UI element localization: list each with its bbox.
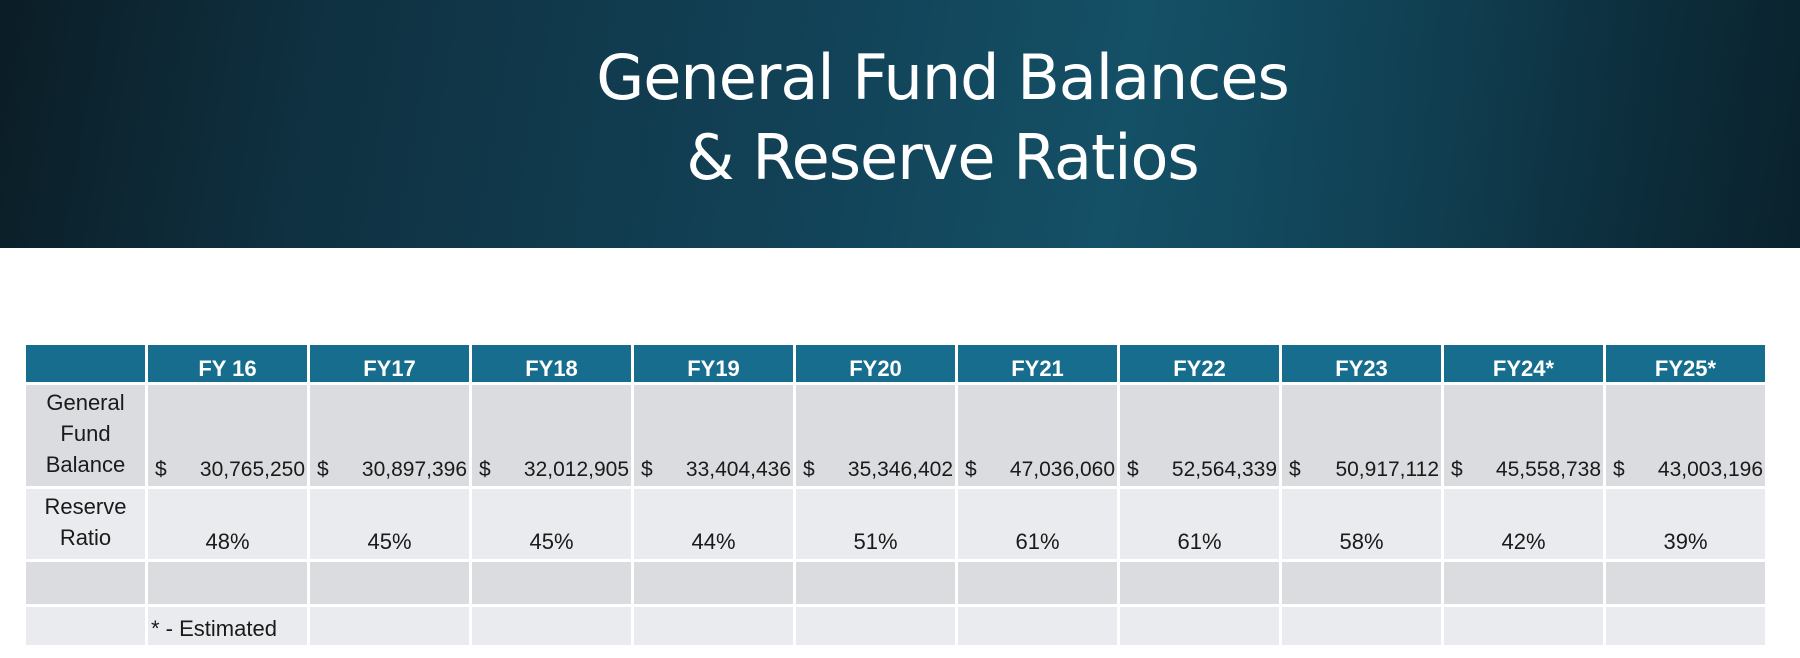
empty-cell (310, 562, 469, 604)
empty-cell (1444, 562, 1603, 604)
ratio-cell: 58% (1282, 489, 1441, 559)
currency-symbol: $ (965, 458, 977, 481)
balance-value: 32,012,905 (523, 458, 629, 481)
column-header: FY17 (310, 345, 469, 382)
balance-value: 45,558,738 (1495, 458, 1601, 481)
currency-symbol: $ (317, 458, 329, 481)
empty-cell (26, 562, 145, 604)
column-header: FY 16 (148, 345, 307, 382)
currency-symbol: $ (803, 458, 815, 481)
balance-cell: $35,346,402 (796, 385, 955, 486)
currency-symbol: $ (1451, 458, 1463, 481)
currency-symbol: $ (641, 458, 653, 481)
balance-cell: $45,558,738 (1444, 385, 1603, 486)
row-label-reserve-ratio: Reserve Ratio (26, 489, 145, 559)
balance-cell: $43,003,196 (1606, 385, 1765, 486)
ratio-cell: 61% (1120, 489, 1279, 559)
empty-cell (1120, 562, 1279, 604)
general-fund-balance-row: General Fund Balance $30,765,250 $30,897… (26, 385, 1765, 486)
currency-symbol: $ (155, 458, 167, 481)
balance-cell: $47,036,060 (958, 385, 1117, 486)
balance-value: 33,404,436 (685, 458, 791, 481)
column-header: FY19 (634, 345, 793, 382)
empty-cell (26, 607, 145, 645)
balance-value: 35,346,402 (847, 458, 953, 481)
slide-title-line-2: & Reserve Ratios (686, 121, 1199, 194)
balance-cell: $32,012,905 (472, 385, 631, 486)
empty-cell (634, 607, 793, 645)
ratio-cell: 45% (310, 489, 469, 559)
empty-cell (1282, 607, 1441, 645)
empty-cell (1282, 562, 1441, 604)
currency-symbol: $ (1613, 458, 1625, 481)
empty-cell (1606, 562, 1765, 604)
empty-cell (310, 607, 469, 645)
column-header: FY25* (1606, 345, 1765, 382)
empty-row (26, 562, 1765, 604)
footnote-row: * - Estimated (26, 607, 1765, 645)
row-label-general-fund-balance: General Fund Balance (26, 385, 145, 486)
balance-cell: $52,564,339 (1120, 385, 1279, 486)
header-corner-cell (26, 345, 145, 382)
empty-cell (148, 562, 307, 604)
balance-cell: $33,404,436 (634, 385, 793, 486)
ratio-cell: 39% (1606, 489, 1765, 559)
title-banner: General Fund Balances & Reserve Ratios (0, 0, 1800, 248)
empty-cell (1120, 607, 1279, 645)
balance-value: 52,564,339 (1171, 458, 1277, 481)
empty-cell (1606, 607, 1765, 645)
ratio-cell: 45% (472, 489, 631, 559)
reserve-ratio-row: Reserve Ratio 48% 45% 45% 44% 51% 61% 61… (26, 489, 1765, 559)
ratio-cell: 44% (634, 489, 793, 559)
empty-cell (796, 562, 955, 604)
balance-value: 43,003,196 (1657, 458, 1763, 481)
column-header: FY18 (472, 345, 631, 382)
empty-cell (634, 562, 793, 604)
ratio-cell: 48% (148, 489, 307, 559)
balance-value: 30,897,396 (361, 458, 467, 481)
balance-cell: $30,765,250 (148, 385, 307, 486)
column-header: FY23 (1282, 345, 1441, 382)
currency-symbol: $ (1127, 458, 1139, 481)
empty-cell (958, 562, 1117, 604)
empty-cell (796, 607, 955, 645)
balance-value: 47,036,060 (1009, 458, 1115, 481)
empty-cell (472, 562, 631, 604)
currency-symbol: $ (479, 458, 491, 481)
empty-cell (472, 607, 631, 645)
ratio-cell: 42% (1444, 489, 1603, 559)
empty-cell (958, 607, 1117, 645)
slide-title: General Fund Balances & Reserve Ratios (0, 38, 1800, 198)
column-header: FY21 (958, 345, 1117, 382)
fund-balance-table: FY 16 FY17 FY18 FY19 FY20 FY21 FY22 FY23… (23, 342, 1768, 648)
slide-title-line-1: General Fund Balances (596, 41, 1290, 114)
empty-cell (1444, 607, 1603, 645)
footnote-estimated: * - Estimated (148, 607, 307, 645)
ratio-cell: 51% (796, 489, 955, 559)
balance-value: 50,917,112 (1335, 458, 1439, 481)
ratio-cell: 61% (958, 489, 1117, 559)
currency-symbol: $ (1289, 458, 1301, 481)
column-header: FY20 (796, 345, 955, 382)
balance-cell: $30,897,396 (310, 385, 469, 486)
header-row: FY 16 FY17 FY18 FY19 FY20 FY21 FY22 FY23… (26, 345, 1765, 382)
balance-cell: $50,917,112 (1282, 385, 1441, 486)
column-header: FY24* (1444, 345, 1603, 382)
balance-value: 30,765,250 (199, 458, 305, 481)
banner-shade (1220, 0, 1800, 248)
column-header: FY22 (1120, 345, 1279, 382)
